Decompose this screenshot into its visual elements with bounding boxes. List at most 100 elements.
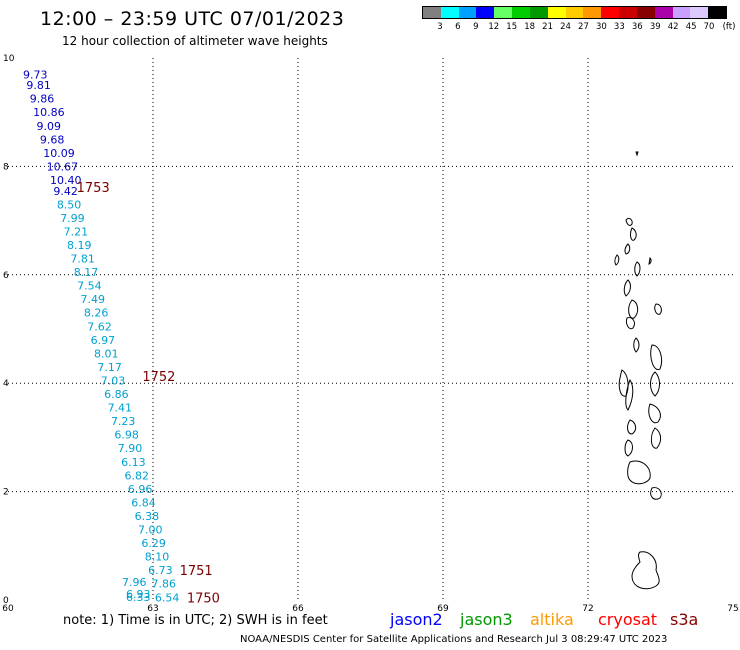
wave-height-value: 9.68 — [40, 133, 65, 146]
wave-height-value: 9.09 — [37, 120, 62, 133]
wave-height-value: 8.17 — [74, 266, 99, 279]
legend-jason2: jason2 — [390, 610, 443, 629]
color-scale-label: 6 — [455, 22, 461, 32]
color-swatch — [672, 7, 691, 18]
map-subtitle: 12 hour collection of altimeter wave hei… — [62, 34, 328, 48]
wave-height-value: 8.19 — [67, 239, 92, 252]
color-swatch — [654, 7, 673, 18]
map-title: 12:00 – 23:59 UTC 07/01/2023 — [40, 8, 345, 30]
legend-s3a: s3a — [670, 610, 699, 629]
color-scale-label: 15 — [506, 22, 518, 32]
wave-height-value: 7.00 — [138, 524, 163, 537]
wave-height-value: 7.23 — [111, 415, 136, 428]
color-swatch — [458, 7, 477, 18]
wave-height-value: 7.90 — [118, 442, 143, 455]
y-tick-label: 8 — [3, 162, 9, 172]
pass-time-labels: 1753 1752 1751 1750 — [77, 181, 220, 606]
wave-height-value: 6.97 — [91, 334, 116, 347]
wave-height-value: 6.13 — [121, 456, 146, 469]
y-tick-label: 10 — [3, 54, 15, 64]
pass-time-label: 1750 — [187, 591, 220, 606]
wave-height-value: 7.81 — [70, 253, 95, 266]
pass-time-label: 1753 — [77, 181, 110, 196]
wave-height-value: 9.81 — [26, 79, 51, 92]
color-swatch — [619, 7, 637, 18]
maldives-coastline — [614, 151, 663, 590]
wave-height-track: 9.739.819.8610.869.099.6810.0910.6710.40… — [23, 68, 179, 604]
color-scale-label: 45 — [685, 22, 697, 32]
wave-height-value: 10.86 — [33, 106, 64, 119]
color-swatch — [636, 7, 655, 18]
wave-height-value: 7.62 — [87, 320, 112, 333]
wave-height-value: 7.21 — [64, 225, 88, 238]
wave-height-value: 6.29 — [141, 537, 166, 550]
x-tick-label: 75 — [727, 604, 738, 614]
wave-height-value: 6.84 — [131, 496, 156, 509]
color-swatch — [440, 7, 459, 18]
wave-height-value: 6.38 — [135, 510, 160, 523]
color-scale-label: 39 — [649, 22, 661, 32]
axis-ticks: 60 63 66 69 72 75 0 2 4 6 8 10 — [2, 54, 738, 614]
color-swatch — [708, 7, 727, 18]
wave-height-value: 8.26 — [84, 307, 109, 320]
color-scale-label: 42 — [667, 22, 679, 32]
color-scale-label: 30 — [595, 22, 607, 32]
wave-height-value: 7.86 — [152, 578, 177, 591]
color-swatch — [565, 7, 584, 18]
color-scale-label: (ft) — [722, 22, 736, 32]
wave-height-value: 7.99 — [60, 212, 84, 225]
x-tick-label: 60 — [2, 604, 14, 614]
color-scale-legend: 3 6 9 12 15 18 21 24 27 30 33 36 39 42 45 70 (ft) — [422, 6, 735, 32]
x-tick-label: 72 — [582, 604, 593, 614]
x-tick-label: 66 — [292, 604, 304, 614]
wave-height-value: 7.03 — [101, 374, 126, 387]
color-scale-label: 36 — [631, 22, 643, 32]
wave-height-value: 6.86 — [104, 388, 129, 401]
color-swatch — [583, 7, 602, 18]
legend-cryosat: cryosat — [598, 610, 658, 629]
color-swatch — [690, 7, 709, 18]
legend-jason3: jason3 — [460, 610, 513, 629]
overlapping-values: 7.966.936.33 — [122, 576, 151, 604]
color-scale-label: 9 — [473, 22, 479, 32]
color-swatch — [423, 7, 441, 18]
wave-height-value: 7.54 — [77, 280, 102, 293]
color-scale-label: 24 — [560, 22, 571, 32]
y-tick-label: 6 — [3, 271, 9, 281]
color-swatch — [476, 7, 495, 18]
color-swatch — [494, 7, 513, 18]
x-tick-label: 63 — [147, 604, 158, 614]
color-scale-label: 3 — [437, 22, 443, 32]
color-scale-label: 21 — [542, 22, 553, 32]
wave-height-value: 7.49 — [81, 293, 106, 306]
wave-height-value: 7.17 — [97, 361, 122, 374]
wave-height-value: 9.73 — [23, 68, 48, 81]
color-swatch — [547, 7, 566, 18]
wave-height-value: 7.96 — [122, 576, 147, 589]
wave-height-value: 6.98 — [114, 429, 139, 442]
wave-height-value: 10.40 — [50, 174, 82, 187]
legend-altika: altika — [530, 610, 574, 629]
wave-height-value: 8.01 — [94, 347, 119, 360]
wave-height-value: 6.96 — [128, 483, 153, 496]
y-tick-label: 4 — [3, 379, 9, 389]
wave-height-value: 10.09 — [43, 147, 75, 160]
wave-height-value: 9.42 — [53, 185, 78, 198]
color-scale-labels: 3 6 9 12 15 18 21 24 27 30 33 36 39 42 45 70 (ft) — [422, 22, 740, 34]
wave-height-value: 8.50 — [57, 198, 82, 211]
wave-height-value: 6.54 — [155, 591, 180, 604]
pass-time-label: 1752 — [142, 370, 175, 385]
wave-height-value: 8.10 — [145, 551, 170, 564]
wave-height-value: 10.67 — [47, 160, 79, 173]
color-scale-bar — [422, 6, 727, 19]
footer-note: note: 1) Time is in UTC; 2) SWH is in fe… — [63, 613, 328, 628]
color-scale-label: 27 — [578, 22, 589, 32]
x-tick-label: 69 — [437, 604, 449, 614]
wave-height-value: 9.86 — [30, 93, 55, 106]
wave-height-value: 7.41 — [108, 402, 133, 415]
wave-height-value: 6.73 — [148, 564, 173, 577]
y-tick-label: 0 — [3, 596, 9, 606]
color-scale-label: 33 — [613, 22, 625, 32]
wave-height-value: 6.93 — [126, 588, 151, 601]
